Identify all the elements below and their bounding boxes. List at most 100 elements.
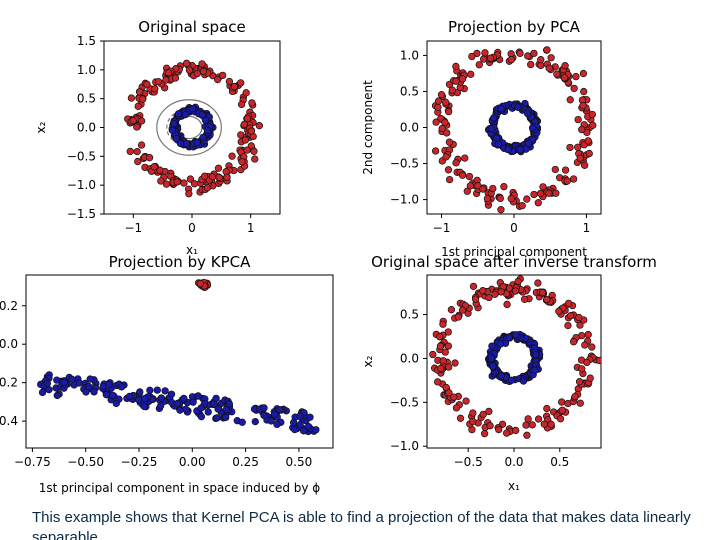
- data-point: [552, 189, 560, 197]
- data-point: [497, 104, 505, 113]
- data-point: [536, 189, 545, 198]
- data-point: [563, 177, 571, 185]
- data-point: [438, 124, 446, 133]
- data-point: [512, 426, 520, 435]
- x-tick-label: 0: [188, 221, 196, 235]
- data-point: [530, 190, 538, 199]
- data-point: [469, 417, 477, 426]
- data-point: [553, 70, 561, 78]
- data-point: [491, 290, 499, 298]
- data-point: [463, 187, 471, 195]
- data-point: [545, 64, 553, 72]
- data-point: [569, 338, 578, 346]
- data-point: [481, 49, 489, 57]
- data-point: [479, 287, 487, 295]
- y-tick-label: −0.5: [67, 149, 96, 163]
- data-point: [273, 420, 281, 429]
- data-point: [443, 129, 451, 137]
- data-point: [429, 350, 437, 359]
- data-point: [137, 141, 146, 149]
- data-point: [578, 365, 586, 373]
- x-tick-label: 0: [510, 221, 518, 235]
- data-point: [170, 120, 178, 128]
- data-point: [462, 397, 470, 405]
- data-point: [516, 146, 524, 154]
- data-point: [129, 116, 137, 125]
- data-point: [260, 404, 268, 412]
- y-axis-label: 2nd component: [361, 80, 375, 175]
- data-point: [487, 354, 496, 363]
- data-point: [585, 149, 593, 158]
- data-point: [102, 391, 110, 399]
- data-point: [534, 415, 543, 423]
- data-point: [60, 378, 68, 386]
- data-point: [469, 282, 478, 290]
- data-point: [528, 124, 537, 132]
- data-point: [237, 79, 245, 87]
- data-point: [214, 164, 223, 172]
- x-tick-label: 0.50: [286, 455, 313, 469]
- data-point: [199, 67, 208, 76]
- data-point: [291, 425, 299, 434]
- x-tick-label: −0.5: [454, 455, 483, 469]
- data-point: [431, 147, 440, 155]
- y-tick-label: 1.5: [77, 34, 96, 48]
- data-point: [90, 388, 98, 396]
- data-point: [197, 404, 205, 412]
- data-point: [523, 195, 531, 203]
- data-point: [196, 279, 205, 288]
- data-point: [439, 357, 447, 365]
- data-point: [497, 288, 505, 296]
- data-point: [493, 134, 501, 142]
- data-point: [436, 333, 444, 341]
- data-point: [251, 417, 259, 426]
- data-point: [203, 184, 212, 192]
- data-point: [445, 138, 454, 146]
- data-point: [566, 143, 574, 152]
- data-point: [230, 82, 239, 91]
- data-point: [474, 182, 482, 190]
- data-point: [201, 116, 210, 124]
- series-outer-circle: [124, 59, 263, 198]
- data-point: [475, 61, 483, 69]
- data-point: [497, 372, 505, 380]
- data-point: [522, 421, 530, 429]
- data-point: [540, 420, 548, 428]
- y-tick-label: 0.0: [400, 351, 419, 365]
- data-point: [185, 66, 194, 74]
- y-tick-label: 0.4: [0, 414, 18, 428]
- x-tick-label: −1: [124, 221, 142, 235]
- data-point: [581, 341, 589, 349]
- x-tick-label: −1: [433, 221, 451, 235]
- y-tick-label: 0.0: [77, 121, 96, 135]
- y-tick-label: −1.5: [67, 207, 96, 221]
- data-point: [228, 152, 236, 160]
- data-point: [167, 390, 176, 398]
- x-tick-label: 0.5: [550, 455, 569, 469]
- y-axis-label: x₂: [34, 121, 48, 133]
- data-point: [445, 175, 454, 184]
- data-point: [561, 166, 570, 174]
- data-point: [523, 109, 532, 118]
- data-point: [439, 320, 447, 328]
- data-point: [173, 178, 181, 186]
- data-point: [43, 379, 52, 388]
- x-axis-label: x₁: [186, 243, 198, 257]
- data-point: [495, 425, 503, 434]
- data-point: [444, 166, 453, 174]
- data-point: [524, 52, 532, 60]
- data-point: [489, 184, 497, 193]
- data-point: [86, 375, 94, 383]
- data-point: [151, 85, 159, 93]
- data-point: [480, 430, 489, 438]
- data-point: [154, 77, 163, 86]
- data-point: [507, 194, 515, 203]
- data-point: [505, 334, 513, 342]
- data-point: [561, 62, 569, 70]
- data-point: [437, 91, 446, 99]
- data-point: [572, 72, 580, 81]
- data-point: [551, 165, 559, 174]
- data-point: [75, 379, 83, 387]
- data-point: [225, 77, 234, 86]
- data-point: [486, 422, 494, 430]
